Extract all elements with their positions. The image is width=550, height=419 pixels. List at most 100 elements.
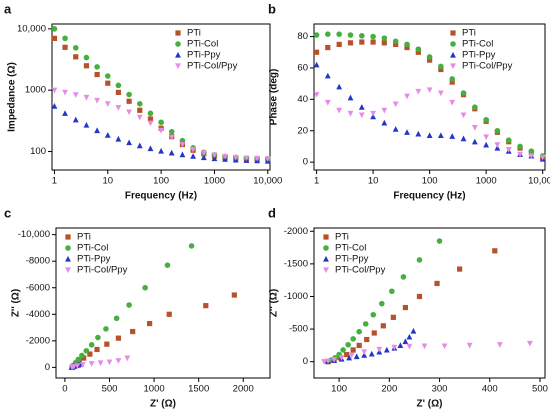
data-point xyxy=(83,63,90,69)
plot-frame xyxy=(55,227,271,379)
data-point xyxy=(344,351,350,358)
data-point xyxy=(358,104,365,110)
data-point xyxy=(313,32,320,38)
panel-label: c xyxy=(4,205,11,220)
data-point xyxy=(113,315,120,322)
data-point xyxy=(406,343,413,350)
data-point xyxy=(368,350,375,357)
data-point xyxy=(449,76,456,82)
x-tick-label: 100 xyxy=(422,176,438,187)
legend-label: PTi-Ppy xyxy=(462,50,496,61)
data-point xyxy=(426,87,433,94)
legend-marker xyxy=(323,267,329,274)
data-point xyxy=(190,146,197,153)
legend-label: PTi-Col xyxy=(462,39,493,50)
y-tick-label: 80 xyxy=(297,31,308,42)
data-point xyxy=(496,342,503,348)
data-point xyxy=(539,154,546,161)
data-point xyxy=(392,126,399,132)
data-point xyxy=(483,141,490,148)
data-point xyxy=(348,352,355,359)
data-point xyxy=(421,343,428,350)
data-point xyxy=(103,326,109,332)
y-tick-label: 10,000 xyxy=(17,23,46,34)
data-point xyxy=(222,153,228,160)
data-point xyxy=(168,128,175,135)
y-tick-label: -2000 xyxy=(284,226,308,237)
y-tick-label: -6000 xyxy=(26,282,50,293)
data-point xyxy=(415,46,422,52)
data-point xyxy=(505,137,512,143)
x-axis-title: Frequency (Hz) xyxy=(393,191,465,202)
panel-label: d xyxy=(268,205,276,220)
data-point xyxy=(345,341,351,348)
data-point xyxy=(203,303,209,309)
data-point xyxy=(346,354,353,361)
data-point xyxy=(69,364,75,371)
data-point xyxy=(392,38,399,45)
plot-frame xyxy=(313,227,546,379)
data-point xyxy=(404,93,410,100)
data-point xyxy=(426,132,433,139)
data-point xyxy=(62,35,68,42)
data-point xyxy=(147,120,154,127)
legend-label: PTi-Col/Ppy xyxy=(187,61,238,72)
data-point xyxy=(83,54,90,61)
data-point xyxy=(179,141,186,148)
y-tick-label: -1500 xyxy=(284,258,308,269)
data-point xyxy=(517,143,523,150)
data-point xyxy=(325,44,331,51)
data-point xyxy=(472,104,478,111)
y-tick-label: 0 xyxy=(303,356,308,367)
y-axis-title: Phase (deg) xyxy=(269,69,280,126)
data-point xyxy=(126,98,132,104)
legend-label: PTi-Col xyxy=(335,243,366,254)
data-point xyxy=(471,138,478,145)
data-point xyxy=(72,92,79,98)
legend-label: PTi xyxy=(187,28,201,39)
legend-label: PTi xyxy=(335,232,349,243)
legend-marker xyxy=(65,255,71,262)
data-point xyxy=(211,152,218,159)
data-point xyxy=(336,107,343,114)
data-point xyxy=(466,342,473,349)
legend-label: PTi-Ppy xyxy=(335,254,369,265)
data-point xyxy=(188,243,195,249)
data-point xyxy=(190,153,197,159)
data-point xyxy=(94,64,100,70)
data-point xyxy=(457,266,463,272)
data-point xyxy=(88,361,95,367)
data-point xyxy=(381,119,388,126)
legend-marker xyxy=(65,245,71,251)
data-point xyxy=(517,151,523,158)
data-point xyxy=(378,300,385,307)
data-point xyxy=(88,342,95,348)
data-point xyxy=(441,343,448,350)
data-point xyxy=(376,346,383,353)
data-point xyxy=(126,91,132,98)
x-tick-label: 400 xyxy=(482,384,498,395)
data-point xyxy=(331,357,337,363)
y-tick-label: -10,000 xyxy=(18,229,50,240)
y-axis-title: Z'' (Ω) xyxy=(269,289,280,317)
data-point xyxy=(361,349,368,356)
y-tick-label: -2000 xyxy=(26,335,50,346)
data-point xyxy=(494,142,501,148)
x-axis-title: Frequency (Hz) xyxy=(125,191,197,202)
legend-label: PTi xyxy=(462,28,476,39)
data-point xyxy=(168,149,175,156)
legend-marker xyxy=(323,245,329,251)
legend-label: PTi-Col/Ppy xyxy=(77,265,128,276)
data-point xyxy=(321,359,327,365)
data-point xyxy=(87,351,93,357)
data-point xyxy=(105,80,111,86)
data-point xyxy=(404,129,410,135)
y-axis-title: Impedance (Ω) xyxy=(7,62,18,132)
data-point xyxy=(137,107,143,113)
data-point xyxy=(164,262,171,268)
x-tick-label: 100 xyxy=(331,384,347,395)
data-point xyxy=(437,132,444,139)
data-point xyxy=(179,151,186,158)
data-point xyxy=(126,109,132,116)
data-point xyxy=(347,40,354,46)
